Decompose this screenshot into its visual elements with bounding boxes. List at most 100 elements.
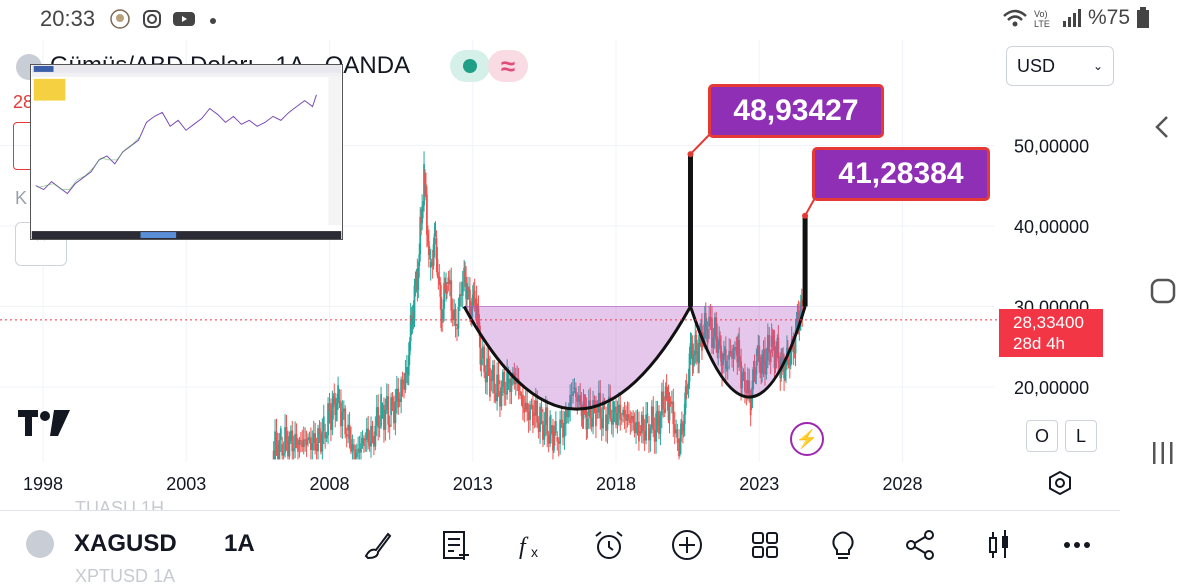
candle-body [471, 294, 474, 310]
candle-body [454, 309, 457, 326]
candle-body [795, 321, 798, 331]
candle-body [625, 416, 627, 421]
scale-o-button[interactable]: O [1026, 420, 1058, 452]
candle-body [279, 428, 282, 441]
symbol-ticker[interactable]: XAGUSD [74, 530, 177, 557]
candle-body [715, 317, 718, 341]
candle-body [702, 335, 704, 337]
recents-nav-icon[interactable] [1150, 440, 1176, 466]
candle-body [656, 410, 659, 426]
candle-body [520, 394, 523, 396]
candle-body [796, 312, 799, 322]
candle-body [659, 415, 662, 434]
candle-body [683, 403, 686, 424]
candle-body [328, 403, 331, 411]
candle-body [278, 440, 281, 460]
grid-icon[interactable] [748, 528, 782, 562]
candle-body [687, 381, 690, 387]
candle-body [777, 337, 780, 362]
candle-body [757, 345, 760, 352]
currency-select[interactable]: USD ⌄ [1006, 46, 1114, 86]
candle-body [690, 343, 693, 351]
candle-body [291, 430, 294, 452]
candle-body [676, 429, 679, 443]
home-nav-icon[interactable] [1150, 278, 1176, 304]
candle-body [589, 400, 592, 419]
candle-body [510, 378, 513, 392]
candle-body [579, 395, 582, 405]
candle-body [705, 328, 708, 331]
candle-body [425, 184, 427, 195]
candle-body [600, 418, 603, 429]
candle-body [759, 362, 762, 369]
candle-body [442, 308, 445, 320]
annotation-label-peak-2[interactable]: 41,28384 [812, 147, 990, 201]
candle-body [451, 310, 454, 321]
candle-body [566, 409, 569, 418]
candle-body [496, 374, 499, 401]
candle-body [321, 431, 324, 452]
candle-body [345, 434, 348, 437]
alarm-icon[interactable] [592, 528, 626, 562]
candle-body [473, 290, 476, 304]
candle-body [354, 449, 357, 460]
candle-body [712, 336, 715, 348]
x-tick-label: 2003 [166, 474, 206, 494]
candle-body [602, 400, 605, 429]
candles-icon[interactable] [982, 528, 1016, 562]
candle-body [770, 335, 773, 347]
candle-body [311, 442, 314, 450]
scale-l-button[interactable]: L [1065, 420, 1097, 452]
more-icon[interactable] [1060, 528, 1094, 562]
bottom-toolbar [0, 510, 1120, 585]
candle-body [781, 357, 784, 363]
back-nav-icon[interactable] [1150, 114, 1176, 140]
candle-body [419, 216, 422, 255]
notes-icon[interactable] [440, 528, 474, 562]
candle-body [298, 439, 301, 445]
candle-body [384, 409, 387, 430]
settings-hexagon-icon[interactable] [1047, 470, 1073, 496]
candle-body [371, 425, 374, 431]
candle-body [414, 284, 417, 286]
y-tick-label: 50,00000 [1014, 137, 1089, 157]
candle-body [778, 361, 781, 365]
market-status-pill[interactable] [450, 50, 490, 82]
annotation-label-peak-1[interactable]: 48,93427 [708, 84, 884, 138]
candle-body [491, 365, 494, 381]
callout-dot-1 [687, 151, 694, 158]
candle-body [605, 414, 607, 431]
candle-body [680, 423, 683, 430]
candle-body [560, 419, 563, 424]
candle-body [307, 437, 309, 441]
candle-body [702, 336, 705, 339]
candle-body [417, 268, 420, 291]
candle-body [295, 434, 298, 445]
screenshot-thumbnail[interactable] [30, 64, 343, 240]
candle-body [629, 419, 632, 424]
svg-text:f: f [519, 534, 529, 560]
candle-body [352, 444, 355, 450]
candle-body [324, 432, 327, 439]
idea-bulb-icon[interactable] [826, 528, 860, 562]
share-icon[interactable] [903, 528, 937, 562]
candle-body [619, 404, 622, 420]
plus-circle-icon[interactable] [670, 528, 704, 562]
wave-pill[interactable]: ≈ [488, 50, 528, 82]
candle-body [742, 371, 745, 375]
candle-body [405, 367, 408, 373]
candle-body [465, 276, 467, 299]
brush-icon[interactable] [360, 528, 394, 562]
interval-selector[interactable]: 1A [224, 530, 255, 557]
candle-body [529, 404, 531, 421]
candle-body [678, 442, 680, 457]
candle-body [340, 402, 342, 427]
candle-body [479, 335, 482, 365]
candle-body [577, 395, 580, 402]
candle-body [476, 307, 479, 317]
left-k-fragment: K [15, 188, 28, 208]
candle-body [586, 418, 589, 430]
lightning-icon[interactable]: ⚡ [790, 422, 824, 456]
candle-body [438, 276, 441, 283]
